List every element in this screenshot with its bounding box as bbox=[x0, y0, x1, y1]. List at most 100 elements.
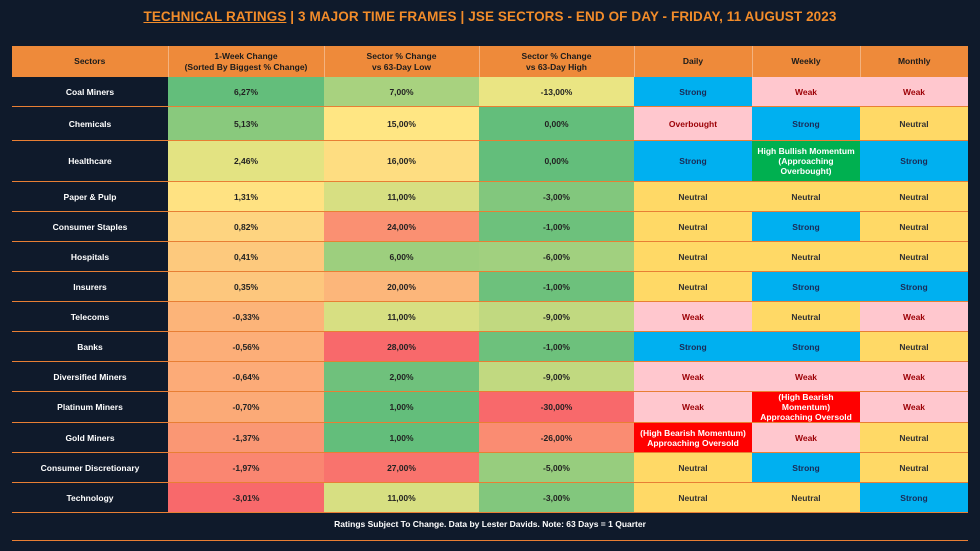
sector-cell-diversified-miners: Diversified Miners bbox=[12, 361, 168, 392]
cell-text: -3,00% bbox=[543, 191, 570, 202]
table-row: Healthcare 2,46% 16,00% 0,00% Strong High Bul… bbox=[12, 140, 968, 182]
vs-high-cell-consumer-discretionary: -5,00% bbox=[479, 452, 634, 483]
cell-text: Neutral bbox=[791, 251, 821, 262]
cell-text: Neutral bbox=[791, 191, 821, 202]
cell-text: -0,70% bbox=[232, 402, 260, 412]
daily-signal-cell-consumer-discretionary: Neutral bbox=[634, 452, 752, 483]
sector-cell-coal-miners: Coal Miners bbox=[12, 77, 168, 107]
week-change-cell-coal-miners: 6,27% bbox=[168, 77, 324, 107]
cell-text: 0,35% bbox=[233, 281, 259, 292]
daily-signal-cell-insurers: Neutral bbox=[634, 271, 752, 302]
cell-text: Strong bbox=[900, 156, 928, 166]
cell-text: 16,00% bbox=[387, 156, 416, 166]
vs-low-cell-platinum-miners: 1,00% bbox=[324, 391, 479, 423]
cell-text: 28,00% bbox=[387, 341, 416, 352]
cell-text: Strong bbox=[792, 221, 820, 232]
daily-signal-cell-coal-miners: Strong bbox=[634, 77, 752, 107]
cell-text: 5,13% bbox=[233, 118, 259, 129]
cell-text: Weak bbox=[794, 432, 818, 443]
cell-text: Overbought bbox=[668, 118, 718, 129]
cell-text: 6,00% bbox=[389, 251, 414, 262]
bottom-divider bbox=[12, 540, 968, 541]
table-row: Diversified Miners -0,64% 2,00% -9,00% Weak W… bbox=[12, 361, 968, 392]
cell-text: 15,00% bbox=[387, 118, 416, 129]
monthly-signal-cell-consumer-staples: Neutral bbox=[860, 211, 968, 242]
daily-signal-cell-paper-and-pulp: Neutral bbox=[634, 181, 752, 212]
monthly-signal-cell-coal-miners: Weak bbox=[860, 77, 968, 107]
daily-signal-cell-chemicals: Overbought bbox=[634, 106, 752, 141]
cell-text: 6,27% bbox=[233, 86, 259, 97]
week-change-cell-gold-miners: -1,37% bbox=[168, 422, 324, 453]
cell-text: Consumer Discretionary bbox=[40, 462, 140, 473]
weekly-signal-cell-insurers: Strong bbox=[752, 271, 860, 302]
cell-text: Telecoms bbox=[70, 311, 110, 322]
cell-text: 1,00% bbox=[389, 402, 414, 412]
cell-text: -1,00% bbox=[543, 341, 570, 352]
sector-cell-paper-and-pulp: Paper & Pulp bbox=[12, 181, 168, 212]
vs-high-cell-banks: -1,00% bbox=[479, 331, 634, 362]
cell-text: Neutral bbox=[899, 191, 929, 202]
sector-cell-consumer-discretionary: Consumer Discretionary bbox=[12, 452, 168, 483]
cell-text: Strong bbox=[900, 281, 928, 292]
weekly-signal-cell-paper-and-pulp: Neutral bbox=[752, 181, 860, 212]
monthly-signal-cell-telecoms: Weak bbox=[860, 301, 968, 332]
table-row: Technology -3,01% 11,00% -3,00% Neutral Neutr… bbox=[12, 482, 968, 513]
cell-text: (Approaching Overbought) bbox=[778, 156, 834, 176]
cell-text: Strong bbox=[792, 462, 820, 473]
header-vs-low: Sector % Change vs 63-Day Low bbox=[324, 46, 480, 77]
vs-low-cell-diversified-miners: 2,00% bbox=[324, 361, 479, 392]
sector-cell-hospitals: Hospitals bbox=[12, 241, 168, 272]
week-change-cell-banks: -0,56% bbox=[168, 331, 324, 362]
cell-text: Neutral bbox=[678, 281, 708, 292]
vs-low-cell-healthcare: 16,00% bbox=[324, 140, 479, 182]
table-row: Chemicals 5,13% 15,00% 0,00% Overbought Stron… bbox=[12, 106, 968, 141]
cell-text: Gold Miners bbox=[65, 432, 115, 443]
table-row: Hospitals 0,41% 6,00% -6,00% Neutral Neutral N… bbox=[12, 241, 968, 272]
cell-text: 0,00% bbox=[544, 156, 569, 166]
header-daily: Daily bbox=[634, 46, 753, 77]
vs-high-cell-coal-miners: -13,00% bbox=[479, 77, 634, 107]
monthly-signal-cell-chemicals: Neutral bbox=[860, 106, 968, 141]
cell-text: Weak bbox=[794, 371, 818, 382]
cell-text: -6,00% bbox=[543, 251, 570, 262]
cell-text: -0,33% bbox=[232, 311, 260, 322]
vs-low-cell-gold-miners: 1,00% bbox=[324, 422, 479, 453]
cell-text: -1,37% bbox=[232, 432, 260, 443]
cell-text: Weak bbox=[794, 86, 818, 97]
cell-text: Neutral bbox=[678, 251, 708, 262]
cell-text: -1,00% bbox=[543, 281, 570, 292]
cell-text: Consumer Staples bbox=[52, 221, 128, 232]
table-row: Insurers 0,35% 20,00% -1,00% Neutral Strong St… bbox=[12, 271, 968, 302]
cell-text: 0,41% bbox=[233, 251, 259, 262]
cell-text: Strong bbox=[900, 492, 928, 503]
cell-text: Neutral bbox=[899, 341, 929, 352]
cell-text: Weak bbox=[681, 371, 705, 382]
week-change-cell-consumer-discretionary: -1,97% bbox=[168, 452, 324, 483]
cell-text: Strong bbox=[792, 341, 820, 352]
cell-text: Banks bbox=[77, 341, 103, 352]
cell-text: Strong bbox=[679, 86, 707, 97]
monthly-signal-cell-platinum-miners: Weak bbox=[860, 391, 968, 423]
monthly-signal-cell-hospitals: Neutral bbox=[860, 241, 968, 272]
sector-cell-healthcare: Healthcare bbox=[12, 140, 168, 182]
vs-high-cell-consumer-staples: -1,00% bbox=[479, 211, 634, 242]
weekly-signal-cell-chemicals: Strong bbox=[752, 106, 860, 141]
vs-high-cell-platinum-miners: -30,00% bbox=[479, 391, 634, 423]
cell-text: -9,00% bbox=[543, 311, 570, 322]
cell-text: Healthcare bbox=[68, 156, 112, 166]
sector-cell-telecoms: Telecoms bbox=[12, 301, 168, 332]
cell-text: 11,00% bbox=[387, 492, 416, 503]
cell-text: Platinum Miners bbox=[57, 402, 123, 412]
cell-text: 20,00% bbox=[387, 281, 416, 292]
cell-text: 0,00% bbox=[544, 118, 569, 129]
weekly-signal-cell-diversified-miners: Weak bbox=[752, 361, 860, 392]
header-vs-high: Sector % Change vs 63-Day High bbox=[479, 46, 635, 77]
vs-high-cell-telecoms: -9,00% bbox=[479, 301, 634, 332]
cell-text: Weak bbox=[902, 402, 926, 412]
cell-text: Weak bbox=[681, 402, 705, 412]
week-change-cell-chemicals: 5,13% bbox=[168, 106, 324, 141]
daily-signal-cell-diversified-miners: Weak bbox=[634, 361, 752, 392]
daily-signal-cell-hospitals: Neutral bbox=[634, 241, 752, 272]
cell-text: Technology bbox=[66, 492, 114, 503]
cell-text: -0,64% bbox=[232, 371, 260, 382]
